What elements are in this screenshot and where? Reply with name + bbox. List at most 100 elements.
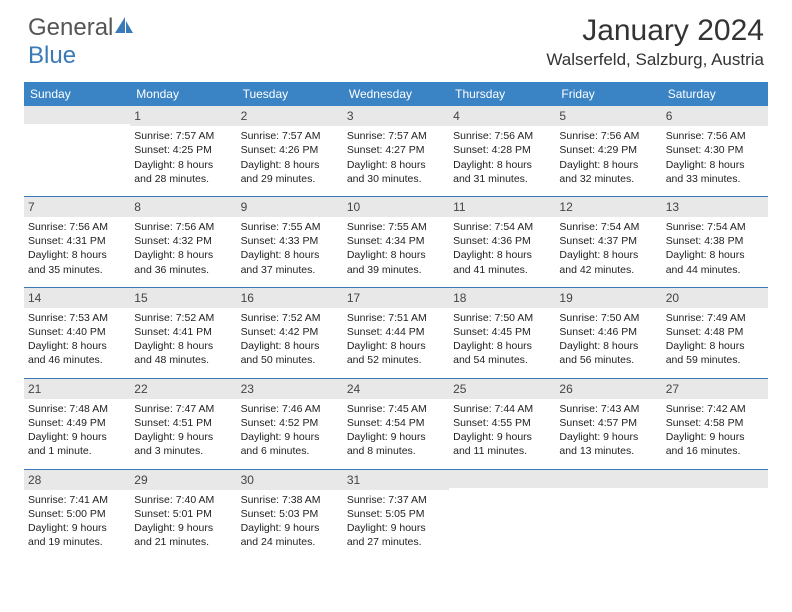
day-number: 8 [130,197,236,217]
sunrise-line: Sunrise: 7:49 AM [666,311,764,325]
day-cell: 8Sunrise: 7:56 AMSunset: 4:32 PMDaylight… [130,196,236,287]
sunrise-line: Sunrise: 7:54 AM [559,220,657,234]
daylight-line: Daylight: 8 hours and 33 minutes. [666,158,764,186]
day-number: 16 [237,288,343,308]
sunrise-line: Sunrise: 7:52 AM [134,311,232,325]
sunrise-line: Sunrise: 7:43 AM [559,402,657,416]
daylight-line: Daylight: 9 hours and 21 minutes. [134,521,232,549]
day-cell [662,469,768,559]
sunset-line: Sunset: 5:03 PM [241,507,339,521]
sunrise-line: Sunrise: 7:56 AM [666,129,764,143]
day-cell: 22Sunrise: 7:47 AMSunset: 4:51 PMDayligh… [130,378,236,469]
day-number: 31 [343,470,449,490]
day-cell: 10Sunrise: 7:55 AMSunset: 4:34 PMDayligh… [343,196,449,287]
sunset-line: Sunset: 4:54 PM [347,416,445,430]
day-cell: 5Sunrise: 7:56 AMSunset: 4:29 PMDaylight… [555,106,661,196]
day-number [449,470,555,488]
day-number: 26 [555,379,661,399]
sunrise-line: Sunrise: 7:56 AM [559,129,657,143]
sunrise-line: Sunrise: 7:37 AM [347,493,445,507]
day-number: 20 [662,288,768,308]
daylight-line: Daylight: 8 hours and 32 minutes. [559,158,657,186]
daylight-line: Daylight: 8 hours and 35 minutes. [28,248,126,276]
day-cell: 7Sunrise: 7:56 AMSunset: 4:31 PMDaylight… [24,196,130,287]
month-title: January 2024 [546,14,764,48]
sunset-line: Sunset: 4:25 PM [134,143,232,157]
day-number: 28 [24,470,130,490]
logo-part2: Blue [28,42,76,69]
day-number: 29 [130,470,236,490]
sunset-line: Sunset: 4:28 PM [453,143,551,157]
day-cell: 14Sunrise: 7:53 AMSunset: 4:40 PMDayligh… [24,287,130,378]
daylight-line: Daylight: 8 hours and 31 minutes. [453,158,551,186]
day-cell: 19Sunrise: 7:50 AMSunset: 4:46 PMDayligh… [555,287,661,378]
day-number: 13 [662,197,768,217]
sunset-line: Sunset: 4:49 PM [28,416,126,430]
sunset-line: Sunset: 4:42 PM [241,325,339,339]
day-cell: 11Sunrise: 7:54 AMSunset: 4:36 PMDayligh… [449,196,555,287]
daylight-line: Daylight: 8 hours and 56 minutes. [559,339,657,367]
day-number: 11 [449,197,555,217]
daylight-line: Daylight: 8 hours and 28 minutes. [134,158,232,186]
week-row: 1Sunrise: 7:57 AMSunset: 4:25 PMDaylight… [24,106,768,196]
day-cell: 29Sunrise: 7:40 AMSunset: 5:01 PMDayligh… [130,469,236,559]
sunrise-line: Sunrise: 7:46 AM [241,402,339,416]
daylight-line: Daylight: 8 hours and 41 minutes. [453,248,551,276]
daylight-line: Daylight: 8 hours and 42 minutes. [559,248,657,276]
day-cell: 4Sunrise: 7:56 AMSunset: 4:28 PMDaylight… [449,106,555,196]
day-number: 9 [237,197,343,217]
day-number: 22 [130,379,236,399]
day-cell: 6Sunrise: 7:56 AMSunset: 4:30 PMDaylight… [662,106,768,196]
sunset-line: Sunset: 4:37 PM [559,234,657,248]
sunrise-line: Sunrise: 7:55 AM [241,220,339,234]
sunrise-line: Sunrise: 7:57 AM [134,129,232,143]
sunrise-line: Sunrise: 7:56 AM [28,220,126,234]
day-number: 15 [130,288,236,308]
sunset-line: Sunset: 4:33 PM [241,234,339,248]
sunset-line: Sunset: 4:32 PM [134,234,232,248]
day-number: 6 [662,106,768,126]
daylight-line: Daylight: 8 hours and 46 minutes. [28,339,126,367]
day-cell: 20Sunrise: 7:49 AMSunset: 4:48 PMDayligh… [662,287,768,378]
sunset-line: Sunset: 4:46 PM [559,325,657,339]
sunset-line: Sunset: 4:29 PM [559,143,657,157]
day-cell [555,469,661,559]
day-cell: 26Sunrise: 7:43 AMSunset: 4:57 PMDayligh… [555,378,661,469]
sunrise-line: Sunrise: 7:53 AM [28,311,126,325]
daylight-line: Daylight: 9 hours and 27 minutes. [347,521,445,549]
sunrise-line: Sunrise: 7:45 AM [347,402,445,416]
day-number: 25 [449,379,555,399]
sunset-line: Sunset: 4:26 PM [241,143,339,157]
sunrise-line: Sunrise: 7:50 AM [559,311,657,325]
dow-sat: Saturday [662,82,768,106]
daylight-line: Daylight: 9 hours and 11 minutes. [453,430,551,458]
daylight-line: Daylight: 9 hours and 24 minutes. [241,521,339,549]
sunset-line: Sunset: 4:48 PM [666,325,764,339]
sunrise-line: Sunrise: 7:55 AM [347,220,445,234]
day-number: 17 [343,288,449,308]
dow-thu: Thursday [449,82,555,106]
daylight-line: Daylight: 9 hours and 3 minutes. [134,430,232,458]
day-cell: 1 Sunrise: 7:57 AMSunset: 4:25 PMDaylight… [130,106,236,196]
day-number [555,470,661,488]
day-number: 10 [343,197,449,217]
day-cell: 31 Sunrise: 7:37 AMSunset: 5:05 PMDayligh… [343,469,449,559]
header: GeneralBlue January 2024 Walserfeld, Sal… [0,0,792,78]
sunrise-line: Sunrise: 7:41 AM [28,493,126,507]
day-cell: 25Sunrise: 7:44 AMSunset: 4:55 PMDayligh… [449,378,555,469]
daylight-line: Daylight: 8 hours and 29 minutes. [241,158,339,186]
sunset-line: Sunset: 4:52 PM [241,416,339,430]
sunrise-line: Sunrise: 7:42 AM [666,402,764,416]
daylight-line: Daylight: 9 hours and 6 minutes. [241,430,339,458]
sunset-line: Sunset: 4:40 PM [28,325,126,339]
sunset-line: Sunset: 5:05 PM [347,507,445,521]
dow-tue: Tuesday [237,82,343,106]
daylight-line: Daylight: 8 hours and 44 minutes. [666,248,764,276]
day-cell: 23Sunrise: 7:46 AMSunset: 4:52 PMDayligh… [237,378,343,469]
day-number: 1 [130,106,236,126]
day-number: 12 [555,197,661,217]
sunset-line: Sunset: 4:41 PM [134,325,232,339]
logo: GeneralBlue [28,14,135,70]
dow-fri: Friday [555,82,661,106]
daylight-line: Daylight: 8 hours and 39 minutes. [347,248,445,276]
